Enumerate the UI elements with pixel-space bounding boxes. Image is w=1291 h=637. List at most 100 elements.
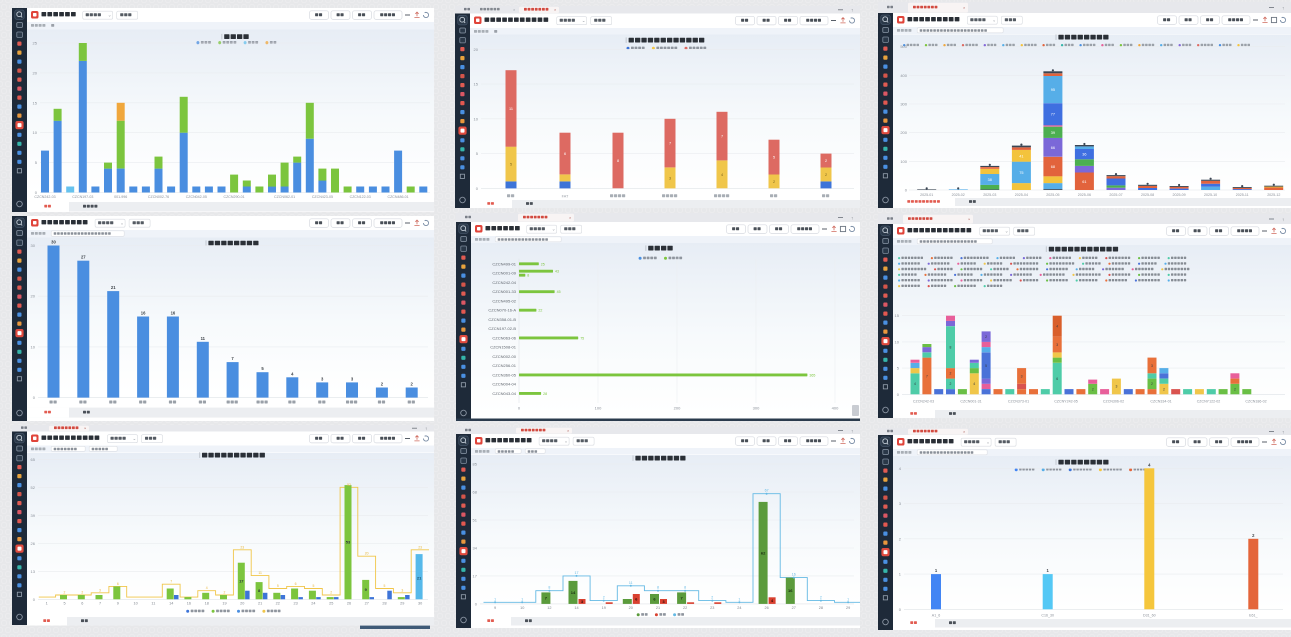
svg-text:2: 2 (381, 382, 384, 387)
svg-text:0: 0 (899, 607, 902, 612)
svg-text:11: 11 (629, 581, 633, 585)
svg-text:23: 23 (240, 545, 244, 549)
svg-text:100: 100 (900, 159, 907, 164)
svg-text:2: 2 (330, 591, 332, 595)
svg-text:8: 8 (657, 586, 659, 590)
svg-text:2: 2 (950, 382, 952, 386)
svg-text:4: 4 (899, 466, 902, 471)
svg-text:↑: ↑ (425, 426, 427, 431)
svg-text:100: 100 (595, 406, 602, 411)
svg-text:7: 7 (926, 374, 928, 378)
svg-text:10: 10 (520, 606, 524, 610)
svg-text:3: 3 (351, 376, 354, 381)
svg-text:20: 20 (474, 47, 479, 52)
svg-text:0: 0 (897, 392, 900, 397)
svg-text:×: × (963, 429, 966, 434)
svg-text:20: 20 (629, 606, 633, 610)
svg-text:14: 14 (574, 606, 578, 610)
svg-text:14: 14 (571, 590, 576, 595)
svg-text:3: 3 (581, 600, 583, 604)
svg-text:1: 1 (46, 602, 48, 606)
svg-text:400: 400 (900, 73, 907, 78)
svg-text:2: 2 (411, 382, 414, 387)
svg-text:2: 2 (64, 591, 66, 595)
svg-text:8: 8 (527, 274, 529, 278)
svg-text:20: 20 (240, 602, 244, 606)
svg-text:↑: ↑ (1282, 5, 1284, 10)
svg-text:CZCN256-01: CZCN256-01 (492, 363, 516, 368)
svg-text:⌄: ⌄ (564, 439, 568, 444)
svg-text:1: 1 (847, 597, 849, 601)
svg-text:×: × (963, 5, 966, 10)
svg-text:8: 8 (617, 159, 619, 163)
svg-text:2025-01: 2025-01 (920, 193, 933, 197)
svg-text:A1_6: A1_6 (932, 614, 940, 618)
svg-text:↑: ↑ (851, 215, 853, 220)
svg-text:CZCN004-04: CZCN004-04 (492, 382, 516, 387)
svg-text:23: 23 (293, 602, 297, 606)
svg-text:6: 6 (635, 598, 637, 602)
svg-text:10: 10 (31, 344, 36, 349)
svg-text:2: 2 (1163, 387, 1165, 391)
svg-text:⌄: ⌄ (1005, 229, 1009, 234)
svg-text:2025-05: 2025-05 (1046, 193, 1059, 197)
svg-text:2025-03: 2025-03 (983, 193, 996, 197)
svg-text:4: 4 (1148, 462, 1151, 467)
svg-text:↑: ↑ (1282, 217, 1284, 222)
svg-text:23: 23 (418, 545, 422, 549)
svg-text:7: 7 (680, 596, 683, 601)
svg-text:3: 3 (1056, 343, 1058, 347)
svg-text:29: 29 (846, 606, 850, 610)
svg-text:001-996: 001-996 (114, 195, 127, 199)
svg-text:2025-09: 2025-09 (1172, 193, 1185, 197)
svg-text:3: 3 (669, 176, 671, 180)
svg-text:12: 12 (547, 606, 551, 610)
svg-text:0: 0 (35, 190, 38, 195)
svg-text:6: 6 (295, 582, 297, 586)
svg-text:5: 5 (277, 584, 279, 588)
svg-text:7: 7 (669, 142, 671, 146)
svg-text:CZCN306-02: CZCN306-02 (1103, 400, 1124, 404)
svg-text:66: 66 (1051, 146, 1055, 150)
svg-text:53: 53 (346, 540, 351, 545)
svg-text:4: 4 (1056, 325, 1058, 329)
svg-text:22: 22 (683, 606, 687, 610)
svg-text:29: 29 (400, 602, 404, 606)
svg-text:CZCNY122-02: CZCNY122-02 (1197, 400, 1221, 404)
svg-text:CZCN197-03: CZCN197-03 (72, 195, 93, 199)
svg-text:52: 52 (31, 485, 36, 490)
svg-text:500: 500 (900, 44, 907, 49)
svg-text:1: 1 (521, 597, 523, 601)
svg-text:38: 38 (988, 178, 992, 182)
svg-text:45: 45 (557, 290, 561, 294)
svg-text:CZCN186-02: CZCN186-02 (1245, 400, 1266, 404)
svg-text:24: 24 (311, 602, 315, 606)
svg-text:0: 0 (475, 601, 478, 606)
svg-text:30: 30 (418, 602, 422, 606)
svg-text:2: 2 (1252, 533, 1255, 538)
svg-text:3: 3 (1021, 374, 1023, 378)
svg-text:2: 2 (773, 180, 775, 184)
svg-text:2: 2 (1151, 382, 1153, 386)
svg-text:CZCN242-03: CZCN242-03 (34, 195, 55, 199)
svg-text:CZCN001-33: CZCN001-33 (492, 289, 516, 294)
svg-text:7: 7 (170, 580, 172, 584)
svg-text:16: 16 (171, 311, 176, 316)
svg-text:×: × (554, 7, 557, 12)
svg-text:4: 4 (291, 371, 294, 376)
svg-text:25: 25 (329, 602, 333, 606)
svg-text:77: 77 (1051, 113, 1055, 117)
svg-text:17: 17 (473, 573, 478, 578)
svg-text:36: 36 (1082, 153, 1086, 157)
svg-text:17: 17 (239, 579, 244, 584)
svg-text:65: 65 (31, 457, 36, 462)
svg-text:2: 2 (820, 596, 822, 600)
svg-text:CZCN495-02: CZCN495-02 (492, 298, 516, 303)
svg-text:⌄: ⌄ (992, 18, 996, 23)
svg-text:14: 14 (169, 602, 173, 606)
svg-text:4: 4 (914, 382, 916, 386)
svg-text:8: 8 (258, 588, 261, 593)
svg-text:⌄: ⌄ (582, 18, 586, 23)
svg-text:75: 75 (580, 337, 584, 341)
svg-text:9: 9 (494, 606, 496, 610)
